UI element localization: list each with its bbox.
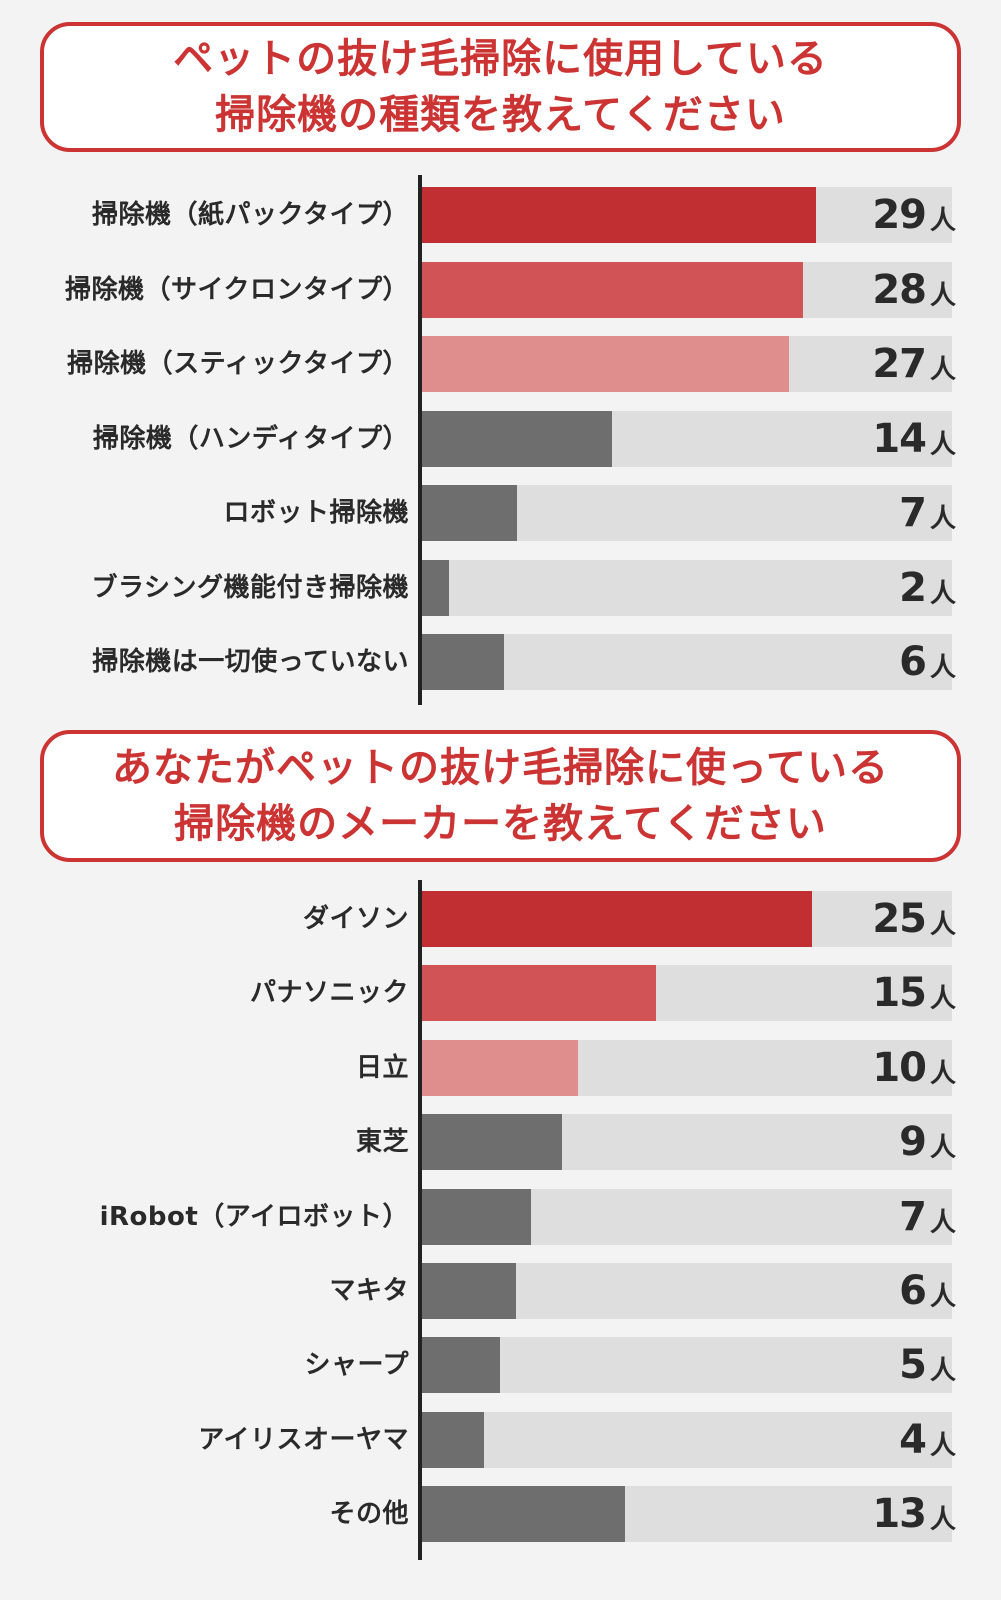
bar — [422, 891, 812, 947]
data-label: 7 — [899, 1193, 927, 1240]
category-label: 掃除機（サイクロンタイプ） — [65, 274, 409, 305]
bar — [422, 261, 803, 318]
bar-track — [422, 634, 952, 690]
bar-row: iRobot（アイロボット） 7 人 — [0, 1188, 1001, 1245]
unit-label: 人 — [930, 1356, 957, 1387]
bar-row: ロボット掃除機 7 人 — [0, 485, 1001, 541]
bar — [422, 1263, 516, 1319]
data-label: 25 — [872, 896, 927, 942]
bar — [422, 559, 450, 616]
bar-row: 掃除機（ハンディタイプ） 14 人 — [0, 410, 1001, 467]
data-label: 15 — [872, 970, 927, 1017]
chart-title-line1: あなたがペットの抜け毛掃除に使っている — [112, 745, 889, 791]
bar — [422, 1486, 625, 1543]
unit-label: 人 — [930, 1207, 957, 1238]
unit-label: 人 — [930, 504, 957, 534]
unit-label: 人 — [930, 653, 957, 683]
bar — [422, 1114, 563, 1171]
y-axis-line — [418, 175, 422, 705]
bar-track — [422, 559, 952, 616]
unit-label: 人 — [930, 910, 957, 940]
unit-label: 人 — [930, 355, 957, 385]
unit-label: 人 — [930, 429, 957, 460]
bar-row: 掃除機（サイクロンタイプ） 28 人 — [0, 261, 1001, 318]
category-label: ダイソン — [302, 904, 409, 934]
category-label: 掃除機（ハンディタイプ） — [92, 423, 409, 454]
bar — [422, 1337, 500, 1394]
chart-title: あなたがペットの抜け毛掃除に使っている 掃除機のメーカーを教えてください — [40, 730, 961, 862]
chart-title-line2: 掃除機のメーカーを教えてください — [174, 801, 827, 847]
category-label: 掃除機は一切使っていない — [92, 647, 409, 677]
category-label: シャープ — [304, 1350, 409, 1381]
unit-label: 人 — [930, 1430, 957, 1461]
category-label: 掃除機（紙パックタイプ） — [92, 200, 409, 230]
data-label: 4 — [899, 1416, 927, 1463]
data-label: 29 — [872, 192, 927, 238]
chart-title-line2: 掃除機の種類を教えてください — [215, 92, 786, 138]
category-label: マキタ — [329, 1276, 409, 1306]
bar-row: マキタ 6 人 — [0, 1263, 1001, 1319]
bar-row: 掃除機は一切使っていない 6 人 — [0, 634, 1001, 690]
data-label: 10 — [872, 1044, 927, 1091]
unit-label: 人 — [930, 578, 957, 609]
unit-label: 人 — [930, 984, 957, 1015]
bar — [422, 336, 789, 392]
data-label: 28 — [872, 266, 927, 313]
bar — [422, 1411, 485, 1468]
chart-title: ペットの抜け毛掃除に使用している 掃除機の種類を教えてください — [40, 22, 961, 152]
bar-row: その他 13 人 — [0, 1486, 1001, 1543]
bar-row: パナソニック 15 人 — [0, 965, 1001, 1022]
bar — [422, 485, 518, 541]
data-label: 6 — [899, 1268, 927, 1314]
bar-track — [422, 1337, 952, 1394]
unit-label: 人 — [930, 1133, 957, 1164]
chart-title-line1: ペットの抜け毛掃除に使用している — [173, 36, 828, 82]
category-label: パナソニック — [249, 978, 409, 1009]
category-label: ブラシング機能付き掃除機 — [91, 572, 409, 603]
bar-row: シャープ 5 人 — [0, 1337, 1001, 1394]
data-label: 5 — [899, 1342, 927, 1389]
data-label: 2 — [899, 564, 927, 611]
bar-row: ダイソン 25 人 — [0, 891, 1001, 947]
data-label: 6 — [899, 639, 927, 685]
data-label: 27 — [872, 341, 927, 387]
category-label: その他 — [329, 1499, 409, 1530]
unit-label: 人 — [930, 1505, 957, 1536]
bar — [422, 1039, 578, 1096]
bar-row: アイリスオーヤマ 4 人 — [0, 1411, 1001, 1468]
bar — [422, 965, 656, 1022]
bar-row: 掃除機（スティックタイプ） 27 人 — [0, 336, 1001, 392]
category-label: 掃除機（スティックタイプ） — [67, 349, 409, 379]
data-label: 7 — [899, 490, 927, 536]
bar-row: 掃除機（紙パックタイプ） 29 人 — [0, 187, 1001, 243]
bar — [422, 634, 504, 690]
unit-label: 人 — [930, 206, 957, 236]
bar-row: 東芝 9 人 — [0, 1114, 1001, 1171]
y-axis-line — [418, 880, 422, 1560]
bar — [422, 187, 817, 243]
unit-label: 人 — [930, 1282, 957, 1312]
unit-label: 人 — [930, 1058, 957, 1089]
chart-vacuum-type: ペットの抜け毛掃除に使用している 掃除機の種類を教えてください 掃除機（紙パック… — [0, 0, 1001, 720]
bar-track — [422, 1411, 952, 1468]
unit-label: 人 — [930, 280, 957, 311]
data-label: 9 — [899, 1119, 927, 1166]
data-label: 13 — [872, 1491, 927, 1538]
category-label: アイリスオーヤマ — [198, 1424, 409, 1455]
bar — [422, 410, 613, 467]
category-label: iRobot（アイロボット） — [99, 1201, 409, 1232]
category-label: 東芝 — [355, 1127, 409, 1158]
data-label: 14 — [872, 415, 927, 462]
bar-row: 日立 10 人 — [0, 1039, 1001, 1096]
bar-row: ブラシング機能付き掃除機 2 人 — [0, 559, 1001, 616]
category-label: ロボット掃除機 — [223, 498, 409, 528]
bar — [422, 1188, 532, 1245]
category-label: 日立 — [355, 1052, 409, 1083]
